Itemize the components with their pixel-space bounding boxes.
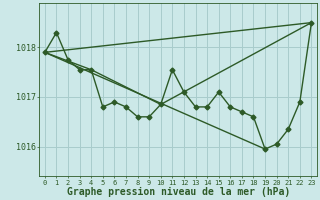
X-axis label: Graphe pression niveau de la mer (hPa): Graphe pression niveau de la mer (hPa)	[67, 187, 290, 197]
